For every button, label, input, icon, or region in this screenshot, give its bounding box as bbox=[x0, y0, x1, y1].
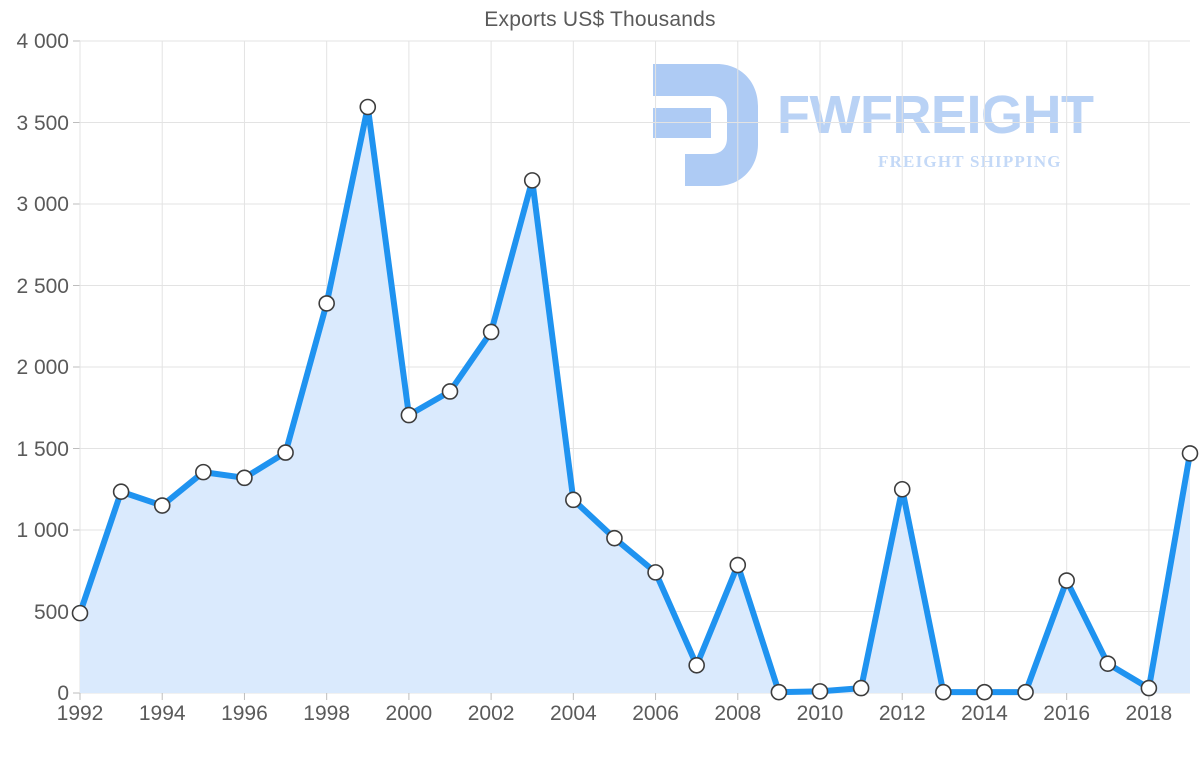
data-point-marker[interactable] bbox=[1017, 683, 1034, 701]
x-axis-tick-label: 2002 bbox=[467, 702, 515, 725]
data-point-marker[interactable] bbox=[1058, 572, 1075, 589]
chart-title: Exports US$ Thousands bbox=[484, 8, 716, 31]
data-point-marker[interactable] bbox=[523, 172, 541, 189]
x-axis-tick-label: 1994 bbox=[138, 702, 186, 725]
data-point-marker[interactable] bbox=[976, 683, 993, 701]
x-axis-tick-label: 2008 bbox=[714, 702, 762, 725]
series-markers bbox=[71, 98, 1199, 701]
data-point-marker[interactable] bbox=[359, 98, 377, 116]
data-point-marker[interactable] bbox=[482, 323, 500, 341]
data-point-marker[interactable] bbox=[318, 295, 335, 312]
y-axis-tick-label: 1 500 bbox=[16, 437, 69, 461]
data-point-marker[interactable] bbox=[71, 604, 89, 622]
data-point-marker[interactable] bbox=[153, 497, 171, 514]
data-point-marker[interactable] bbox=[935, 683, 952, 701]
data-point-marker[interactable] bbox=[277, 444, 294, 461]
data-point-marker[interactable] bbox=[729, 556, 747, 574]
x-axis-tick-label: 1992 bbox=[56, 702, 104, 725]
data-point-marker[interactable] bbox=[1140, 679, 1158, 697]
data-point-marker[interactable] bbox=[647, 564, 664, 581]
data-point-marker[interactable] bbox=[1099, 655, 1117, 672]
data-point-marker[interactable] bbox=[811, 683, 829, 700]
x-axis-tick-label: 2014 bbox=[961, 702, 1008, 725]
y-axis-tick-label: 2 000 bbox=[16, 356, 69, 379]
data-point-marker[interactable] bbox=[1181, 445, 1199, 462]
data-point-marker[interactable] bbox=[893, 480, 911, 498]
x-axis-tick-label: 2016 bbox=[1043, 702, 1091, 725]
x-axis-tick-label: 2010 bbox=[796, 702, 844, 725]
y-axis-tick-label: 0 bbox=[57, 682, 69, 705]
data-point-marker[interactable] bbox=[441, 383, 459, 400]
y-axis: 0 500 1 000 1 500 2 000 2 500 3 000 3 500 4 000 bbox=[0, 0, 69, 763]
data-point-marker[interactable] bbox=[606, 529, 623, 547]
data-point-marker[interactable] bbox=[852, 679, 870, 697]
x-axis-tick-label: 2000 bbox=[385, 702, 433, 725]
data-point-marker[interactable] bbox=[565, 491, 582, 509]
y-axis-tick-label: 3 500 bbox=[16, 111, 69, 135]
x-axis-tick-label: 1998 bbox=[303, 702, 351, 725]
x-axis-tick-label: 1996 bbox=[221, 702, 268, 725]
x-axis-tick-label: 2006 bbox=[632, 702, 679, 725]
x-axis-tick-label: 2012 bbox=[878, 702, 926, 725]
data-point-marker[interactable] bbox=[236, 469, 253, 487]
data-point-marker[interactable] bbox=[688, 656, 705, 674]
data-point-marker[interactable] bbox=[400, 406, 418, 424]
data-point-marker[interactable] bbox=[770, 683, 788, 701]
data-point-marker[interactable] bbox=[195, 463, 212, 481]
data-point-marker[interactable] bbox=[112, 483, 130, 500]
y-axis-tick-label: 4 000 bbox=[16, 30, 69, 53]
x-axis-tick-label: 2004 bbox=[549, 702, 597, 725]
y-axis-tick-label: 500 bbox=[33, 600, 69, 624]
x-axis-tick-label: 2018 bbox=[1125, 702, 1173, 725]
y-axis-tick-label: 2 500 bbox=[16, 274, 69, 298]
y-axis-tick-label: 1 000 bbox=[16, 519, 69, 542]
series-line bbox=[77, 104, 1193, 696]
y-axis-tick-label: 3 000 bbox=[16, 193, 69, 216]
